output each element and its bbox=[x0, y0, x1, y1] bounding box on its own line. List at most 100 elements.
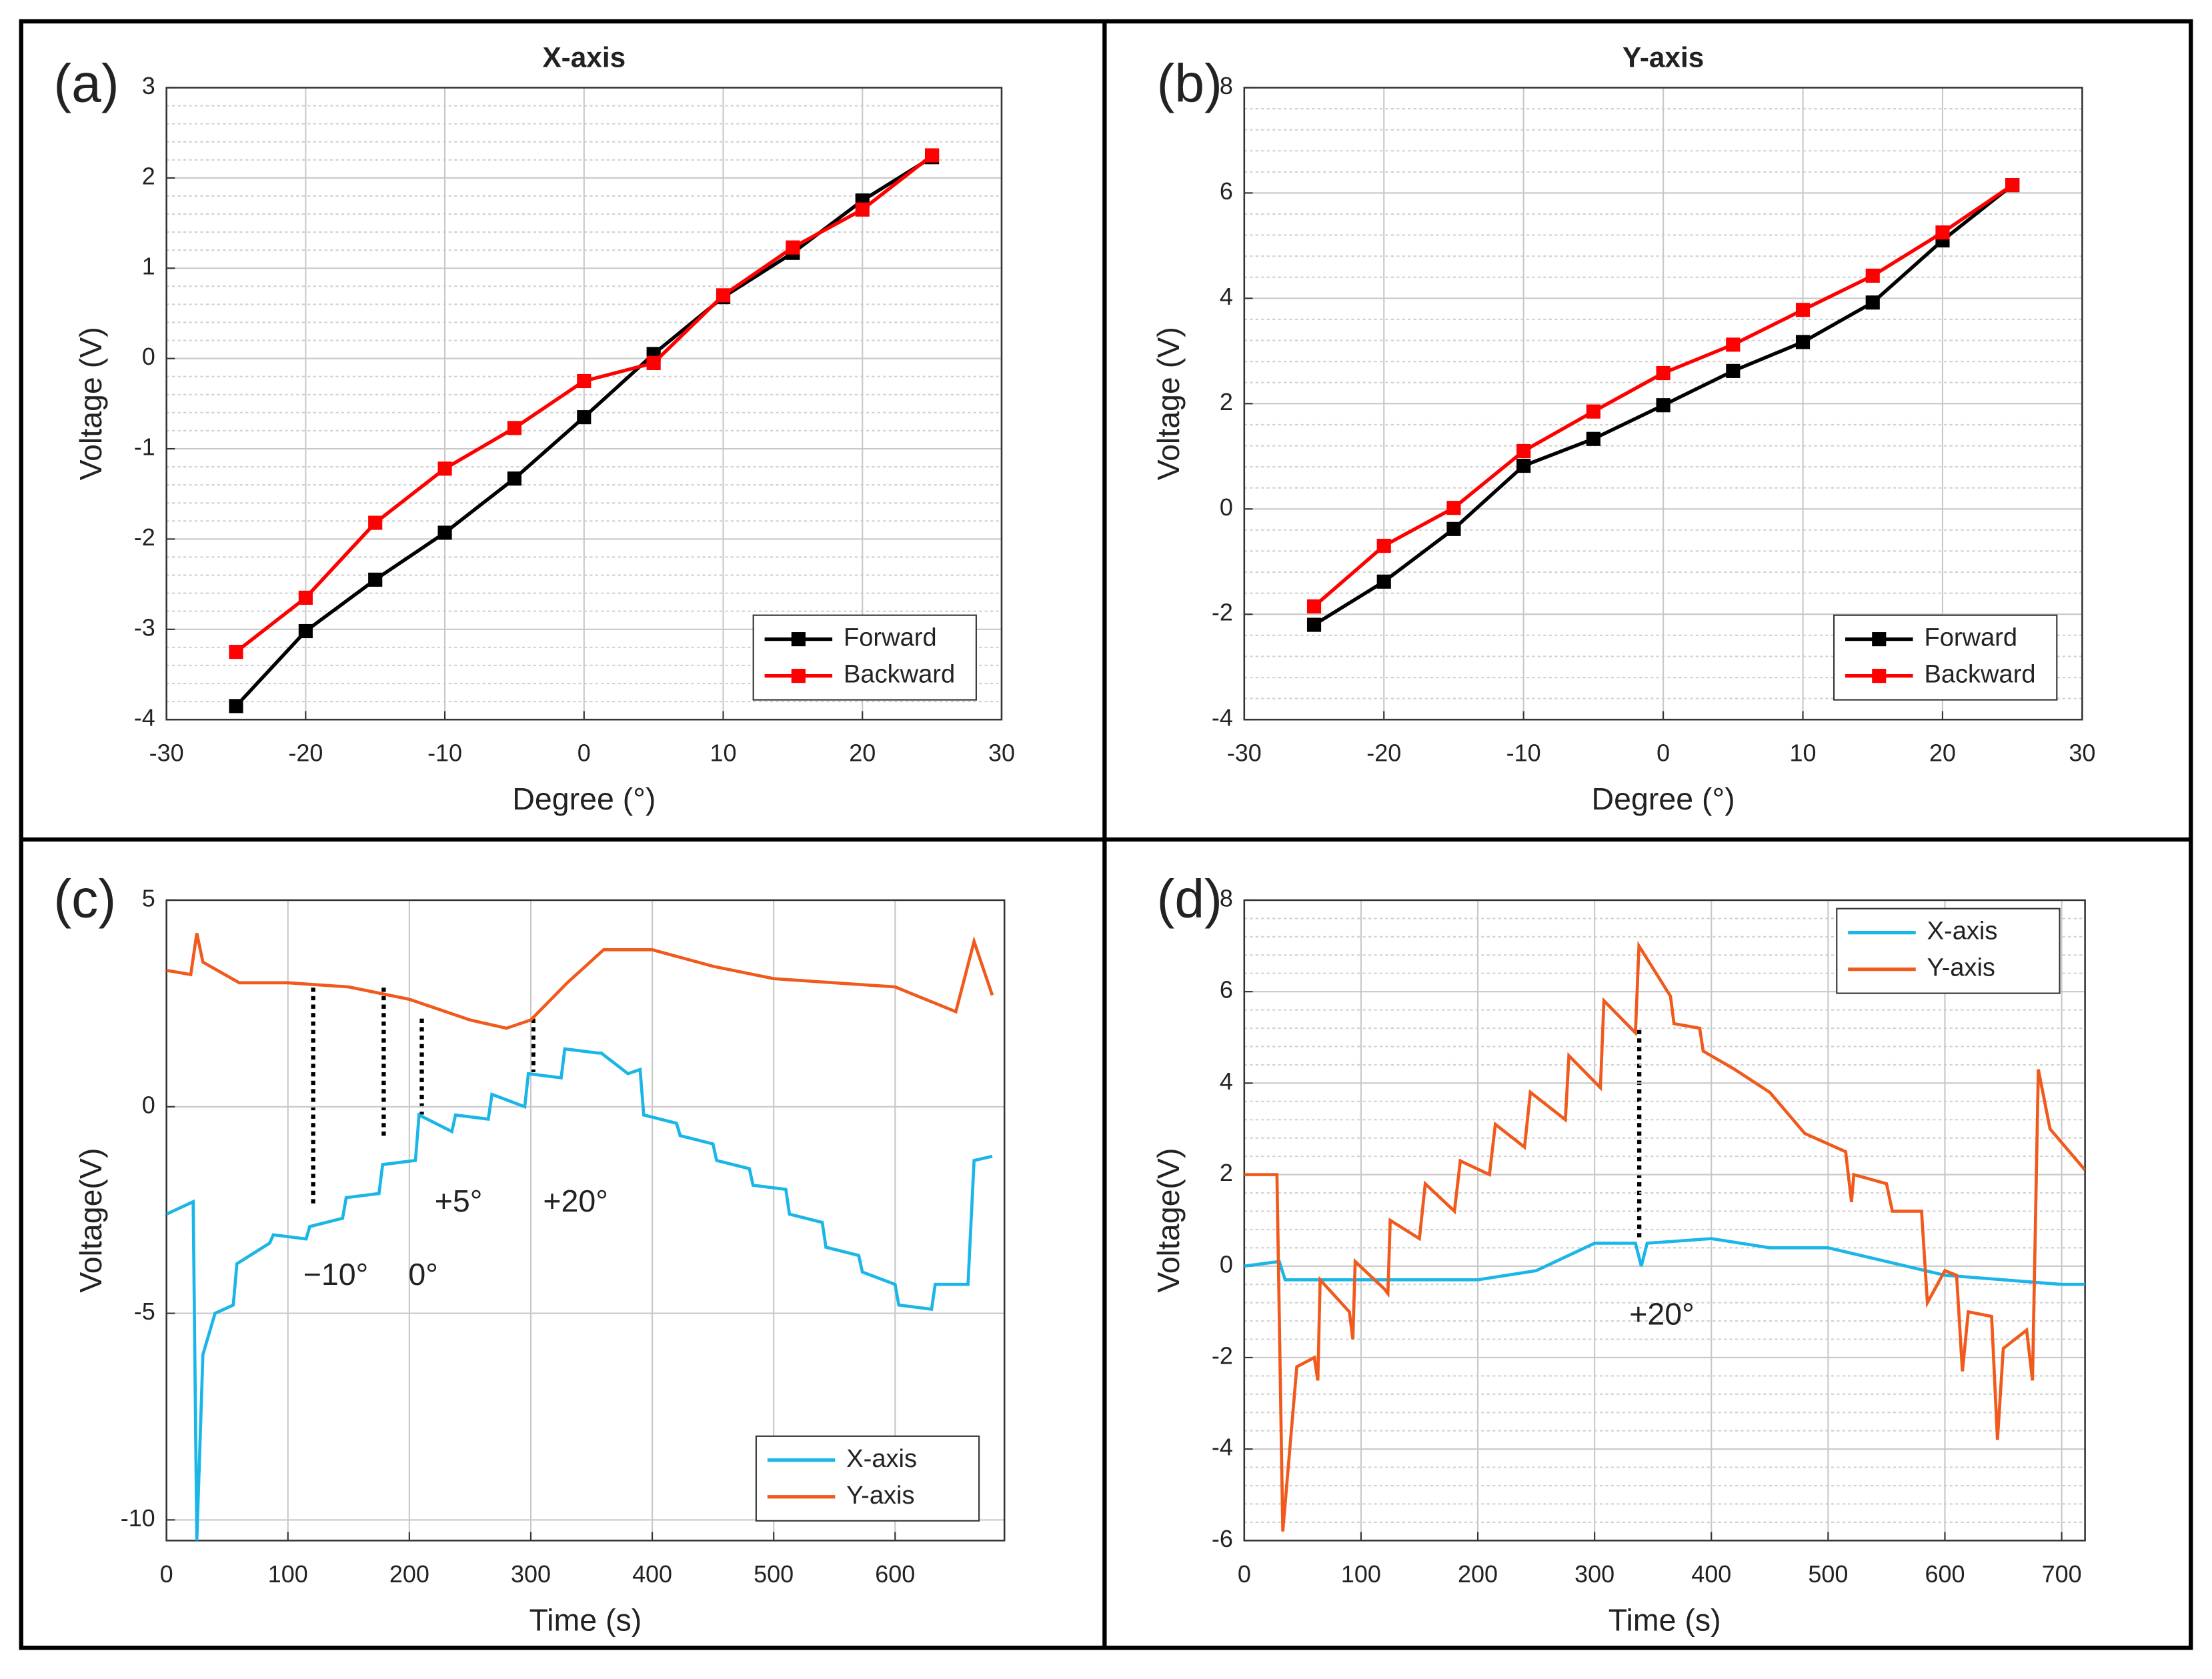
legend-label: Forward bbox=[844, 624, 937, 652]
x-tick-label: 10 bbox=[710, 739, 737, 767]
marker bbox=[1726, 363, 1741, 378]
marker bbox=[646, 355, 661, 370]
y-tick-label: -2 bbox=[1212, 1342, 1233, 1369]
y-tick-label: -10 bbox=[121, 1504, 155, 1532]
plot-area bbox=[1243, 87, 2083, 721]
x-tick-label: 500 bbox=[1808, 1560, 1848, 1588]
legend bbox=[1836, 908, 2061, 994]
y-tick-label: 0 bbox=[1220, 1250, 1233, 1278]
legend-marker bbox=[1872, 669, 1887, 683]
marker bbox=[1656, 365, 1671, 381]
x-tick-label: 500 bbox=[754, 1560, 794, 1588]
y-tick-label: -4 bbox=[134, 704, 155, 731]
y-tick-label: -4 bbox=[1212, 704, 1233, 731]
marker bbox=[1586, 404, 1600, 419]
x-tick-label: 300 bbox=[1574, 1560, 1614, 1588]
panel-label: (c) bbox=[53, 869, 116, 929]
marker bbox=[298, 590, 313, 605]
x-tick-label: 600 bbox=[1925, 1560, 1965, 1588]
x-tick-label: 30 bbox=[2069, 739, 2095, 767]
x-tick-label: 400 bbox=[632, 1560, 672, 1588]
marker bbox=[577, 373, 592, 389]
y-tick-label: -3 bbox=[134, 613, 155, 641]
x-tick-label: -10 bbox=[1506, 739, 1541, 767]
marker bbox=[1446, 521, 1461, 536]
y-tick-label: 0 bbox=[1220, 493, 1233, 521]
y-tick-label: 2 bbox=[1220, 388, 1233, 415]
marker bbox=[2005, 178, 2020, 193]
marker bbox=[1865, 268, 1880, 283]
x-tick-label: 10 bbox=[1790, 739, 1817, 767]
x-tick-label: 30 bbox=[988, 739, 1015, 767]
legend-marker bbox=[791, 669, 806, 683]
panel-label: (d) bbox=[1157, 869, 1222, 929]
annotation: +20° bbox=[543, 1184, 608, 1218]
marker bbox=[855, 202, 870, 217]
y-tick-label: 4 bbox=[1220, 283, 1233, 310]
marker bbox=[1795, 335, 1811, 349]
y-axis-label: Voltage (V) bbox=[73, 327, 108, 480]
annotation: −10° bbox=[303, 1257, 369, 1292]
y-tick-label: 2 bbox=[1220, 1159, 1233, 1186]
x-tick-label: 20 bbox=[849, 739, 876, 767]
x-tick-label: -20 bbox=[1366, 739, 1401, 767]
series-line bbox=[166, 933, 994, 1030]
annotation: 0° bbox=[408, 1257, 437, 1292]
marker bbox=[925, 148, 940, 163]
marker bbox=[1306, 599, 1322, 613]
marker bbox=[577, 410, 592, 425]
x-tick-label: 200 bbox=[389, 1560, 429, 1588]
x-tick-label: 0 bbox=[160, 1560, 173, 1588]
x-tick-label: 100 bbox=[1341, 1560, 1381, 1588]
marker bbox=[716, 288, 731, 303]
marker bbox=[1586, 431, 1600, 446]
marker bbox=[1376, 574, 1391, 589]
plot-area bbox=[165, 899, 1006, 1542]
legend-label: X-axis bbox=[1927, 918, 1998, 946]
marker bbox=[368, 515, 383, 530]
marker bbox=[507, 471, 522, 486]
y-tick-label: -2 bbox=[1212, 599, 1233, 626]
x-tick-label: -30 bbox=[149, 739, 184, 767]
plot-area bbox=[1243, 899, 2086, 1542]
chart-title: Y-axis bbox=[1622, 41, 1704, 73]
x-tick-label: 600 bbox=[875, 1560, 915, 1588]
y-tick-label: 3 bbox=[142, 72, 155, 99]
legend-label: Backward bbox=[1924, 661, 2035, 689]
y-tick-label: -1 bbox=[134, 433, 155, 461]
series-line bbox=[1244, 940, 2085, 1532]
legend-marker bbox=[1872, 632, 1887, 647]
marker bbox=[437, 461, 452, 476]
marker bbox=[1516, 443, 1531, 458]
marker bbox=[1516, 458, 1531, 473]
marker bbox=[1935, 225, 1950, 240]
y-tick-label: 8 bbox=[1220, 72, 1233, 99]
y-tick-label: -5 bbox=[134, 1298, 155, 1325]
x-tick-label: 100 bbox=[268, 1560, 308, 1588]
legend-label: Y-axis bbox=[846, 1482, 914, 1510]
x-tick-label: -10 bbox=[427, 739, 462, 767]
legend-label: X-axis bbox=[846, 1445, 917, 1473]
marker bbox=[1656, 398, 1671, 413]
y-tick-label: 0 bbox=[142, 343, 155, 370]
marker bbox=[786, 240, 800, 255]
y-axis-label: Voltage(V) bbox=[73, 1148, 108, 1293]
x-tick-label: 0 bbox=[1238, 1560, 1251, 1588]
series-line bbox=[166, 1047, 993, 1541]
x-tick-label: -30 bbox=[1227, 739, 1262, 767]
legend-label: Forward bbox=[1924, 624, 2017, 652]
y-axis-label: Voltage (V) bbox=[1151, 327, 1186, 480]
marker bbox=[1306, 617, 1322, 632]
x-tick-label: 0 bbox=[578, 739, 591, 767]
y-tick-label: 1 bbox=[142, 253, 155, 280]
panel-label: (b) bbox=[1157, 54, 1222, 114]
x-tick-label: -20 bbox=[288, 739, 323, 767]
y-axis-label: Voltage(V) bbox=[1151, 1148, 1186, 1293]
marker bbox=[437, 525, 452, 540]
plot-area bbox=[165, 87, 1003, 721]
marker bbox=[1865, 295, 1880, 310]
y-tick-label: -6 bbox=[1212, 1525, 1233, 1552]
legend bbox=[752, 614, 977, 701]
y-tick-label: 6 bbox=[1220, 177, 1233, 205]
